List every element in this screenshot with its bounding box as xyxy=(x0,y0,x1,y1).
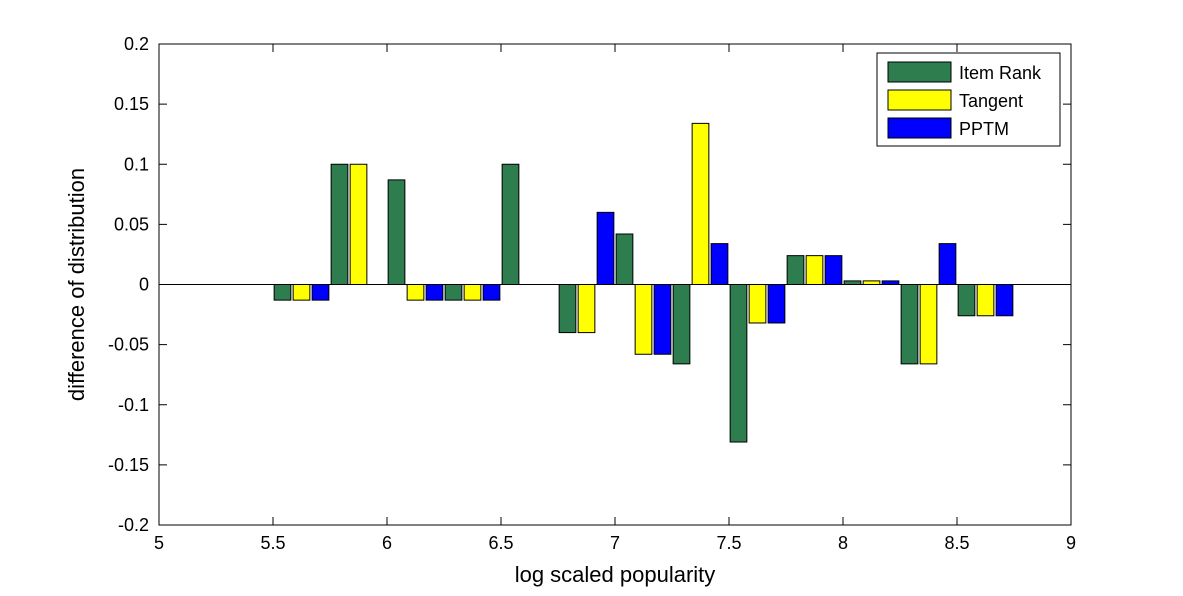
y-tick-label: -0.05 xyxy=(108,335,149,355)
legend-swatch-tangent xyxy=(887,89,952,111)
legend-swatch-pptm xyxy=(887,117,952,139)
bar-tangent-6 xyxy=(634,284,653,355)
bar-item-rank-11 xyxy=(900,284,919,365)
bar-tangent-5 xyxy=(577,284,596,334)
bar-item-rank-1 xyxy=(330,163,349,285)
bar-pptm-10 xyxy=(881,280,900,286)
x-tick-label: 9 xyxy=(1066,533,1076,553)
bar-item-rank-5 xyxy=(558,284,577,334)
bar-tangent-9 xyxy=(805,255,824,285)
axes: 5 5.5 6 6.5 7 7.5 8 8.5 9 0.2 0.15 0.1 0.05 0 -0.05 -0.… xyxy=(108,34,1076,553)
legend-swatch-item-rank xyxy=(887,61,952,83)
y-tick-label: 0.2 xyxy=(124,34,149,54)
bar-item-rank-2 xyxy=(387,179,406,286)
y-axis-label: difference of distribution xyxy=(64,168,89,401)
bar-tangent-11 xyxy=(919,284,938,365)
y-tick-label: -0.1 xyxy=(118,395,149,415)
bar-pptm-6 xyxy=(653,284,672,355)
x-axis-label: log scaled popularity xyxy=(515,562,716,587)
bar-tangent-10 xyxy=(862,280,881,286)
bar-pptm-7 xyxy=(710,243,729,285)
bar-pptm-5 xyxy=(596,211,615,286)
bar-item-rank-10 xyxy=(843,280,862,286)
legend: Item Rank Tangent PPTM xyxy=(876,52,1061,147)
bar-item-rank-12 xyxy=(957,284,976,317)
y-tick-label: 0.05 xyxy=(114,214,149,234)
bar-tangent-3 xyxy=(463,284,482,301)
bar-pptm-3 xyxy=(482,284,501,301)
bar-tangent-1 xyxy=(349,163,368,285)
bar-tangent-8 xyxy=(748,284,767,324)
bar-item-rank-4 xyxy=(501,163,520,285)
bar-item-rank-8 xyxy=(729,284,748,443)
y-tick-label: -0.15 xyxy=(108,455,149,475)
bar-pptm-8 xyxy=(767,284,786,324)
bar-tangent-0 xyxy=(292,284,311,301)
y-tick-label: 0.1 xyxy=(124,154,149,174)
x-tick-label: 8.5 xyxy=(944,533,969,553)
bar-pptm-2 xyxy=(425,284,444,301)
legend-entry-pptm: PPTM xyxy=(959,119,1009,139)
y-tick-label: -0.2 xyxy=(118,515,149,535)
bar-tangent-12 xyxy=(976,284,995,317)
y-tick-label: 0 xyxy=(139,275,149,295)
legend-entry-item-rank: Item Rank xyxy=(959,63,1042,83)
bar-pptm-9 xyxy=(824,255,843,285)
bar-pptm-12 xyxy=(995,284,1014,317)
x-tick-label: 7.5 xyxy=(716,533,741,553)
bar-item-rank-3 xyxy=(444,284,463,301)
x-tick-label: 5 xyxy=(154,533,164,553)
x-tick-label: 8 xyxy=(838,533,848,553)
bar-tangent-2 xyxy=(406,284,425,301)
x-tick-label: 6.5 xyxy=(488,533,513,553)
plot-area xyxy=(159,122,1071,443)
bar-item-rank-9 xyxy=(786,255,805,285)
bar-tangent-7 xyxy=(691,122,710,286)
y-tick-label: 0.15 xyxy=(114,94,149,114)
bar-item-rank-0 xyxy=(273,284,292,301)
bar-pptm-0 xyxy=(311,284,330,301)
x-tick-label: 7 xyxy=(610,533,620,553)
bar-item-rank-6 xyxy=(615,233,634,285)
x-tick-label: 5.5 xyxy=(260,533,285,553)
x-tick-label: 6 xyxy=(382,533,392,553)
legend-entry-tangent: Tangent xyxy=(959,91,1023,111)
bar-item-rank-7 xyxy=(672,284,691,365)
bar-pptm-11 xyxy=(938,243,957,285)
